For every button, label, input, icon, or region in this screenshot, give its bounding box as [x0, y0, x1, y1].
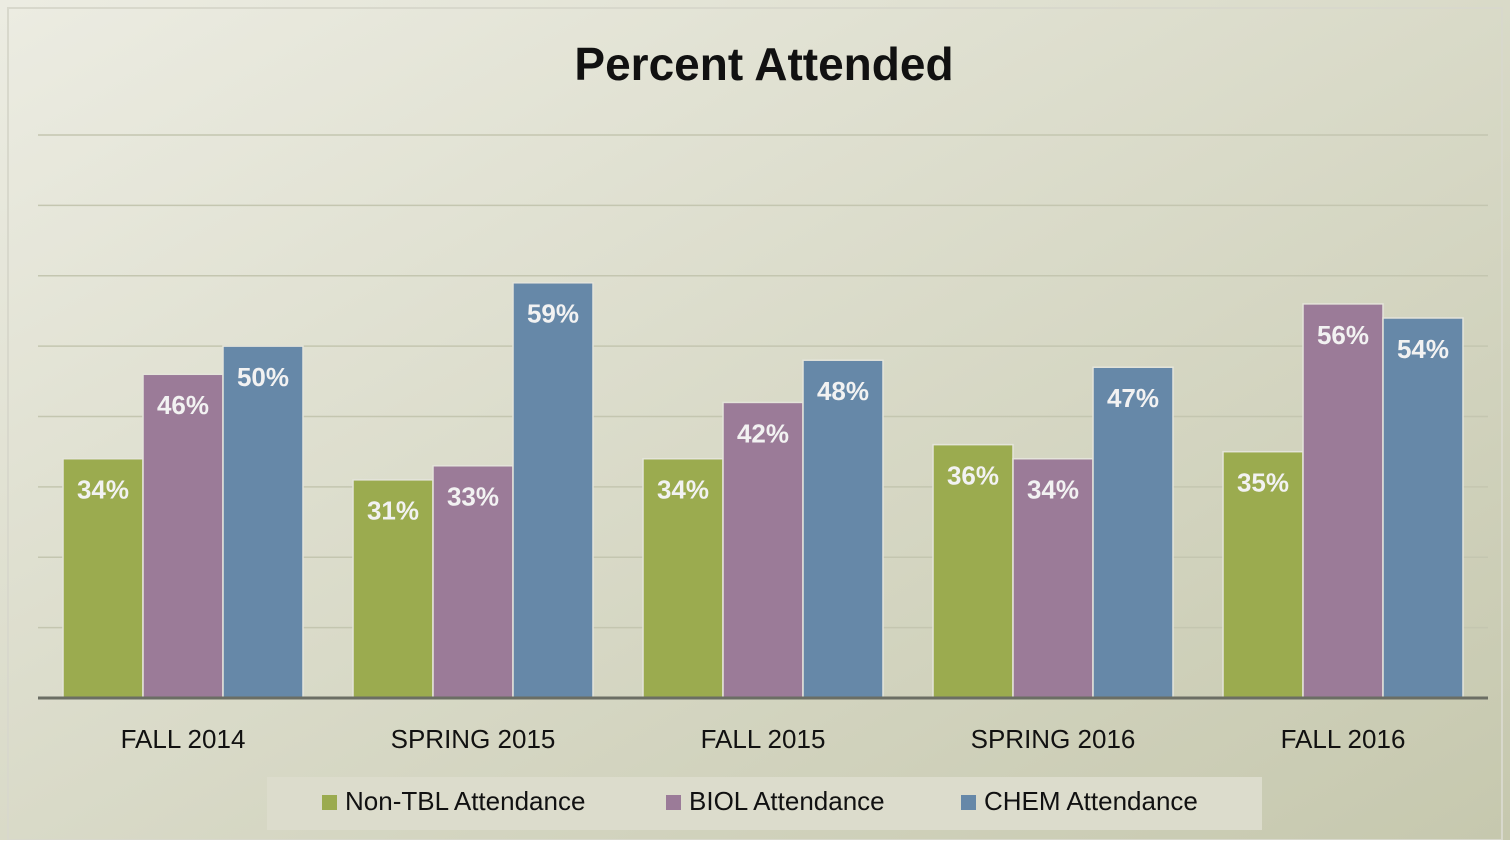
legend-label: BIOL Attendance	[689, 786, 885, 816]
legend-label: Non-TBL Attendance	[345, 786, 585, 816]
data-label: 31%	[367, 496, 419, 526]
legend-swatch	[666, 795, 681, 810]
bar	[352, 479, 434, 699]
bar	[932, 443, 1014, 699]
legend-swatch	[322, 795, 337, 810]
data-label: 35%	[1237, 468, 1289, 498]
bar	[802, 359, 884, 699]
chart-title: Percent Attended	[574, 38, 953, 90]
data-label: 34%	[1027, 475, 1079, 505]
bar	[1222, 450, 1304, 699]
data-label: 54%	[1397, 334, 1449, 364]
data-label: 50%	[237, 362, 289, 392]
bar	[1092, 366, 1174, 699]
bar	[142, 373, 224, 699]
data-label: 59%	[527, 299, 579, 329]
data-label: 34%	[77, 475, 129, 505]
data-label: 33%	[447, 482, 499, 512]
data-label: 42%	[737, 418, 789, 448]
x-tick-label: FALL 2016	[1281, 724, 1406, 754]
data-label: 47%	[1107, 383, 1159, 413]
legend-swatch	[961, 795, 976, 810]
bar	[432, 465, 514, 699]
legend-label: CHEM Attendance	[984, 786, 1198, 816]
x-tick-label: SPRING 2016	[971, 724, 1136, 754]
bar	[222, 345, 304, 699]
bar	[1302, 303, 1384, 699]
x-tick-label: FALL 2014	[121, 724, 246, 754]
data-label: 34%	[657, 475, 709, 505]
data-label: 36%	[947, 461, 999, 491]
data-label: 48%	[817, 376, 869, 406]
bar	[62, 457, 144, 699]
bar	[512, 282, 594, 699]
data-label: 46%	[157, 390, 209, 420]
bar	[1382, 317, 1464, 699]
data-label: 56%	[1317, 320, 1369, 350]
legend-box	[267, 777, 1262, 830]
x-tick-label: SPRING 2015	[391, 724, 556, 754]
x-tick-label: FALL 2015	[701, 724, 826, 754]
